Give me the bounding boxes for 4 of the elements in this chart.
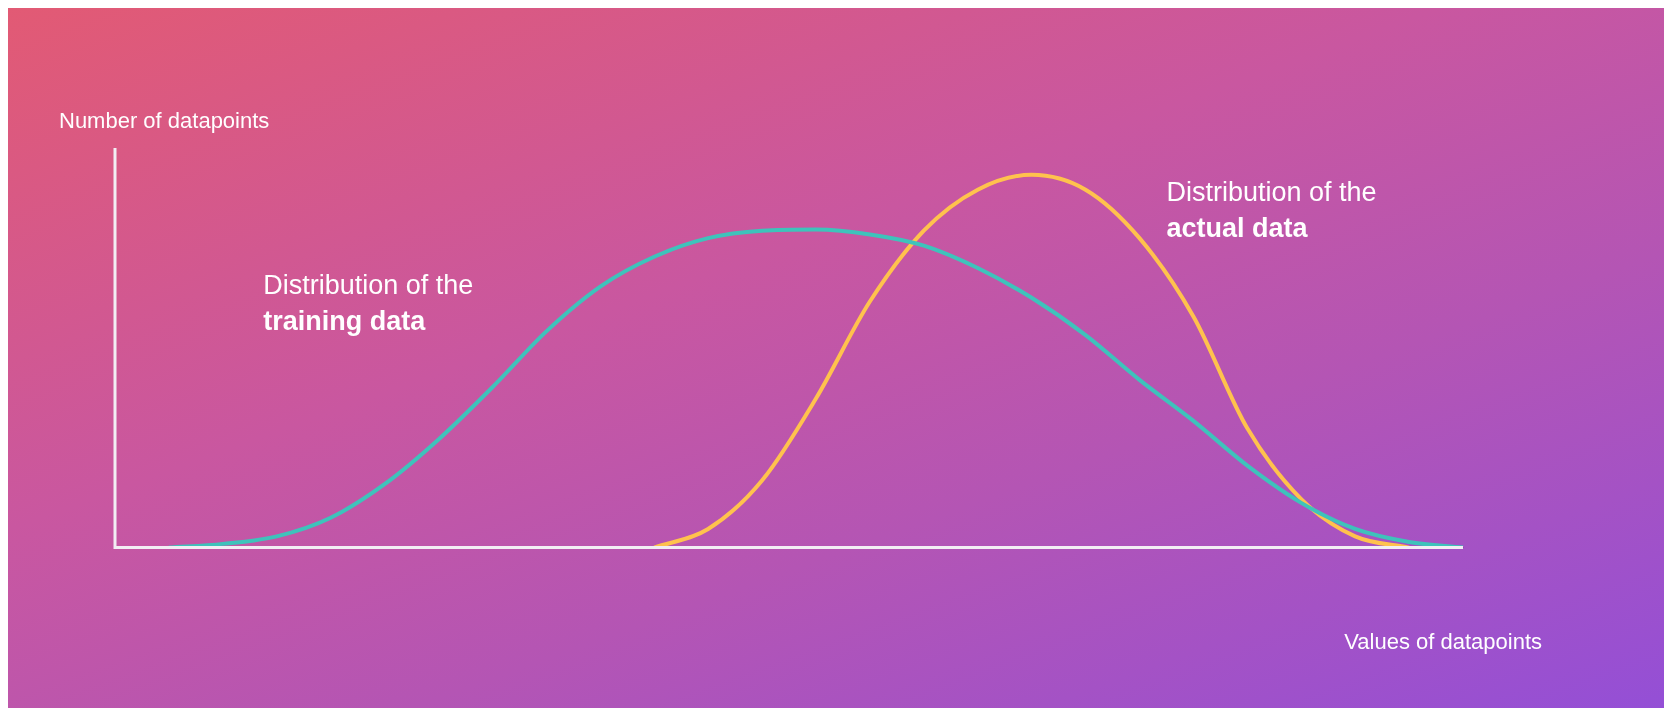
y-axis-title: Number of datapoints <box>59 108 270 133</box>
series-label: Distribution of the training data <box>263 270 474 337</box>
x-axis-title: Values of datapoints <box>1344 629 1542 654</box>
series-label: Distribution of the actual data <box>1166 176 1377 243</box>
